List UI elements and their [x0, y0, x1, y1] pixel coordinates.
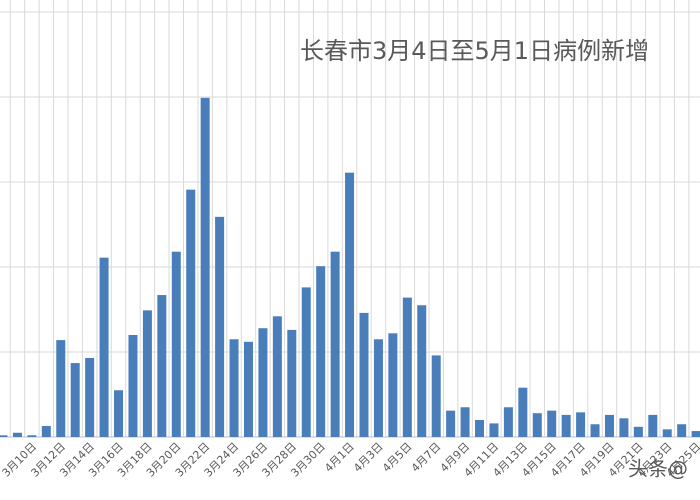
bar: [417, 305, 427, 437]
bar: [128, 335, 138, 437]
bar: [691, 431, 700, 437]
bar: [475, 420, 485, 437]
bar: [547, 410, 557, 437]
bar: [316, 266, 326, 437]
bar: [662, 429, 672, 437]
bar: [633, 426, 643, 437]
bar: [171, 251, 181, 437]
bar: [99, 257, 109, 437]
bar: [503, 407, 513, 437]
bar: [359, 312, 369, 437]
x-tick-label: 4月7日: [409, 440, 444, 475]
bar: [272, 316, 282, 437]
bar: [345, 172, 355, 437]
bar: [27, 435, 37, 437]
chart-title: 长春市3月4日至5月1日病例新增: [300, 37, 649, 65]
bar: [229, 339, 239, 437]
bar: [186, 189, 196, 437]
bar: [677, 424, 687, 437]
bar: [373, 339, 383, 437]
bar: [576, 412, 586, 437]
bar: [114, 390, 124, 437]
bar: [388, 333, 398, 437]
bar: [446, 410, 456, 437]
x-tick-label: 4月3日: [351, 440, 386, 475]
bar: [0, 435, 8, 437]
bar: [287, 329, 297, 437]
bar: [431, 355, 441, 437]
bar: [41, 425, 51, 437]
bar: [157, 295, 167, 437]
bar: [142, 310, 152, 437]
x-tick-label: 4月5日: [380, 440, 415, 475]
bar: [56, 340, 66, 437]
bar: [604, 414, 614, 437]
bar: [258, 328, 268, 437]
bar: [460, 407, 470, 437]
bar: [200, 97, 210, 437]
bar: [215, 216, 225, 437]
bar: [12, 432, 22, 437]
bar: [619, 418, 629, 437]
bar: [301, 287, 311, 437]
bar: [648, 414, 658, 437]
bar: [243, 341, 253, 437]
bar: [532, 413, 542, 437]
bar: [402, 297, 412, 437]
watermark: 头条@: [628, 457, 688, 481]
bar: [70, 363, 80, 437]
bar: [330, 251, 340, 437]
bar: [85, 357, 95, 437]
bar: [561, 414, 571, 437]
bar: [489, 423, 499, 437]
bar: [590, 424, 600, 437]
bar: [518, 387, 528, 437]
x-tick-label: 4月1日: [322, 440, 357, 475]
